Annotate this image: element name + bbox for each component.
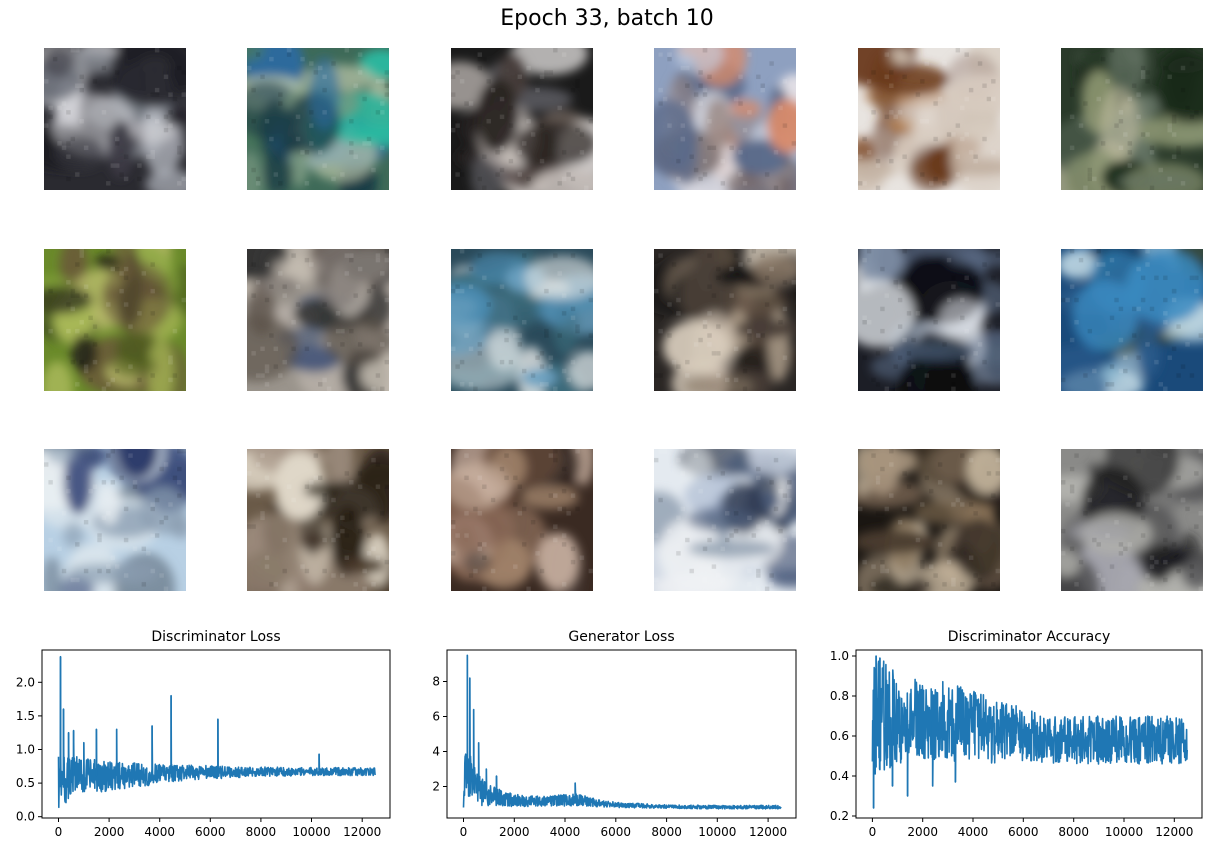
discriminator-accuracy-chart: Discriminator Accuracy 0 2000 4000 6000 8000 1…	[812, 620, 1203, 852]
y-tick-label: 0.4	[830, 769, 849, 783]
y-tick-label: 0.8	[830, 689, 849, 703]
axes-frame	[41, 649, 391, 819]
figure-title: Epoch 33, batch 10	[500, 6, 714, 31]
discriminator-loss-chart: Discriminator Loss 0 2000 4000 6000 8000 10000…	[0, 620, 391, 852]
generated-samples-grid	[44, 48, 1203, 591]
x-tick-label: 10000	[292, 825, 330, 839]
x-tick-label: 6000	[601, 825, 632, 839]
x-tick-label: 4000	[958, 825, 989, 839]
axes-frame	[446, 649, 797, 819]
x-tick-label: 8000	[1058, 825, 1089, 839]
data-series-line	[462, 654, 782, 810]
sample-1-5	[858, 48, 1000, 190]
sample-1-4	[654, 48, 796, 190]
y-tick-label: 0.2	[830, 809, 849, 823]
y-tick-label: 8	[432, 675, 440, 689]
sample-1-2	[247, 48, 389, 190]
sample-3-3	[451, 449, 593, 591]
x-tick-label: 0	[55, 825, 63, 839]
sample-2-4	[654, 249, 796, 391]
x-tick-label: 10000	[698, 825, 736, 839]
y-tick-label: 1.5	[16, 709, 35, 723]
sample-3-2	[247, 449, 389, 591]
sample-2-5	[858, 249, 1000, 391]
sample-2-6	[1061, 249, 1203, 391]
sample-1-6	[1061, 48, 1203, 190]
x-tick-label: 2000	[499, 825, 530, 839]
sample-1-1	[44, 48, 186, 190]
y-tick-label: 0.5	[16, 776, 35, 790]
x-tick-label: 12000	[1155, 825, 1193, 839]
chart-svg: Discriminator Loss 0 2000 4000 6000 8000 10000…	[16, 629, 391, 839]
y-tick-label: 2	[432, 780, 440, 794]
chart-title: Discriminator Accuracy	[948, 629, 1110, 645]
sample-1-3	[451, 48, 593, 190]
y-tick-label: 6	[432, 710, 440, 724]
axes-frame	[855, 649, 1203, 819]
sample-3-6	[1061, 449, 1203, 591]
data-series-line	[57, 655, 376, 809]
x-tick-label: 10000	[1105, 825, 1143, 839]
sample-3-1	[44, 449, 186, 591]
x-tick-label: 4000	[550, 825, 581, 839]
chart-svg: Discriminator Accuracy 0 2000 4000 6000 8000 1…	[830, 629, 1203, 839]
y-tick-label: 2.0	[16, 675, 35, 689]
sample-2-3	[451, 249, 593, 391]
x-tick-label: 0	[869, 825, 877, 839]
y-tick-label: 1.0	[16, 743, 35, 757]
y-tick-label: 1.0	[830, 649, 849, 663]
y-tick-label: 0.6	[830, 729, 849, 743]
sample-2-1	[44, 249, 186, 391]
x-tick-label: 6000	[195, 825, 226, 839]
x-tick-label: 8000	[651, 825, 682, 839]
sample-2-2	[247, 249, 389, 391]
y-tick-label: 4	[432, 745, 440, 759]
x-tick-label: 4000	[144, 825, 175, 839]
x-tick-label: 0	[460, 825, 468, 839]
chart-title: Discriminator Loss	[151, 629, 280, 645]
chart-title: Generator Loss	[568, 629, 674, 645]
sample-3-4	[654, 449, 796, 591]
chart-svg: Generator Loss 0 2000 4000 6000 8000 10000 1200…	[432, 629, 797, 839]
sample-3-5	[858, 449, 1000, 591]
x-tick-label: 2000	[907, 825, 938, 839]
x-tick-label: 8000	[246, 825, 277, 839]
y-tick-label: 0.0	[16, 810, 35, 824]
generator-loss-chart: Generator Loss 0 2000 4000 6000 8000 10000 1200…	[406, 620, 797, 852]
x-tick-label: 2000	[94, 825, 125, 839]
x-tick-label: 12000	[749, 825, 787, 839]
data-series-line	[871, 655, 1188, 809]
x-tick-label: 12000	[343, 825, 381, 839]
x-tick-label: 6000	[1008, 825, 1039, 839]
